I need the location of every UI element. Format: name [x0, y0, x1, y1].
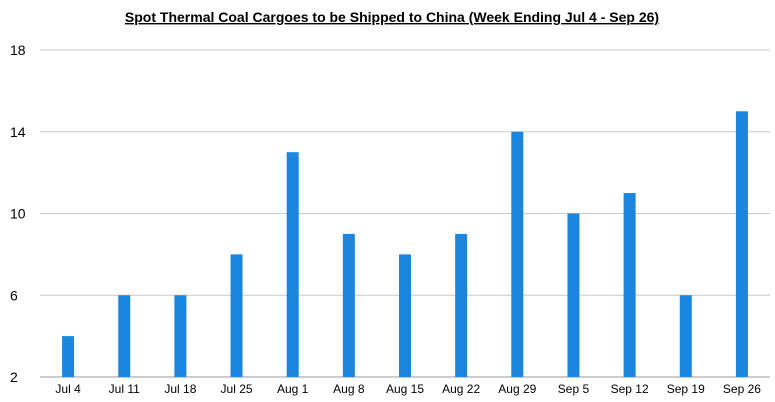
x-tick-label: Sep 26: [723, 382, 761, 396]
y-tick-label: 18: [10, 42, 26, 58]
x-tick-label: Aug 22: [442, 382, 480, 396]
bar-aug-22: [455, 233, 468, 377]
x-tick-label: Aug 15: [386, 382, 424, 396]
x-tick-label: Jul 11: [109, 382, 140, 396]
bar-sep-19: [679, 295, 692, 377]
bar-jul-25: [230, 254, 243, 377]
bar-aug-1: [286, 152, 299, 377]
chart-title: Spot Thermal Coal Cargoes to be Shipped …: [125, 9, 659, 25]
y-tick-label: 14: [10, 124, 26, 140]
x-tick-label: Jul 4: [55, 382, 81, 396]
y-tick-label: 2: [10, 369, 18, 385]
x-tick-label: Aug 8: [333, 382, 365, 396]
x-tick-label: Aug 1: [277, 382, 309, 396]
bar-sep-5: [567, 213, 580, 377]
bar-aug-15: [399, 254, 411, 377]
x-tick-label: Jul 18: [164, 382, 196, 396]
x-tick-label: Sep 12: [611, 382, 649, 396]
gridlines: [40, 49, 770, 378]
bar-jul-4: [62, 336, 75, 377]
y-axis-ticks: 2 6 10 14 18: [10, 42, 26, 385]
bars: [62, 111, 748, 377]
bar-jul-18: [174, 295, 187, 377]
bar-sep-12: [623, 193, 636, 377]
y-tick-label: 10: [10, 206, 26, 222]
bar-aug-8: [342, 233, 355, 377]
bar-jul-11: [118, 295, 131, 377]
bar-sep-26: [735, 111, 748, 377]
x-tick-label: Sep 5: [558, 382, 590, 396]
x-tick-label: Jul 25: [221, 382, 253, 396]
x-tick-label: Sep 19: [667, 382, 705, 396]
y-tick-label: 6: [10, 287, 18, 303]
x-tick-label: Aug 29: [498, 382, 536, 396]
x-axis-ticks: Jul 4 Jul 11 Jul 18 Jul 25 Aug 1 Aug 8 Aug 15 A…: [55, 382, 761, 396]
bar-aug-29: [511, 131, 524, 377]
